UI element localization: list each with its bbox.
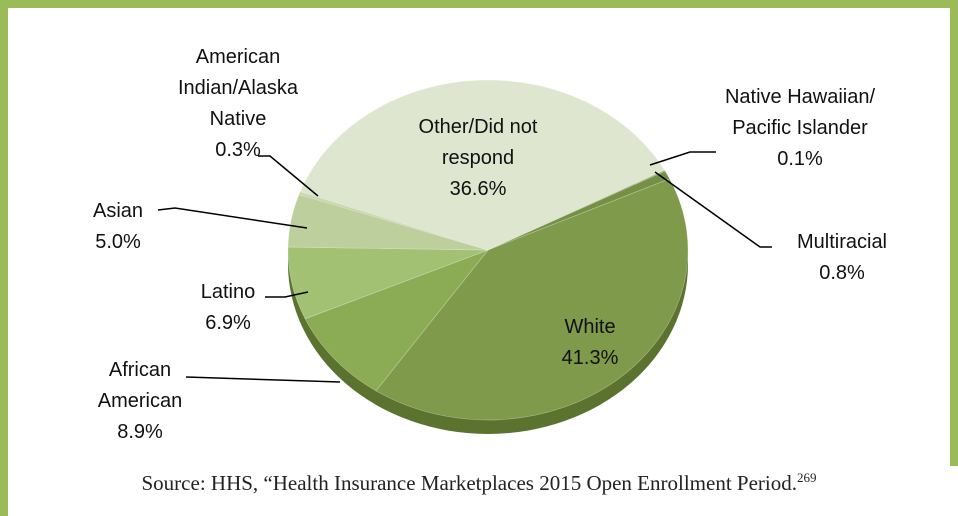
pie-slice <box>487 169 666 251</box>
source-text: Source: HHS, “Health Insurance Marketpla… <box>141 471 797 495</box>
value-label: 8.9% <box>117 421 163 443</box>
leader-line <box>185 376 341 383</box>
category-label: Multiracial <box>796 231 888 253</box>
pie-slice <box>487 170 671 251</box>
slice-label: White 41.3% <box>530 312 650 374</box>
category-label: White <box>564 316 616 338</box>
leader-line <box>265 291 309 298</box>
leader-line <box>654 171 772 248</box>
slice-label: Asian 5.0% <box>58 196 178 258</box>
pie <box>287 79 689 434</box>
leader-line <box>258 155 319 197</box>
value-label: 36.6% <box>449 178 507 200</box>
slice-label: Multiracial 0.8% <box>772 227 912 289</box>
leader-line <box>649 151 716 166</box>
value-label: 5.0% <box>95 231 141 253</box>
category-label: Other/Did not respond <box>418 116 538 169</box>
footnote-ref: 269 <box>796 470 817 485</box>
pie-slice <box>298 191 489 251</box>
category-label: American Indian/Alaska Native <box>177 46 299 130</box>
slice-label: Native Hawaiian/ Pacific Islander 0.1% <box>713 82 888 175</box>
slice-label: Latino 6.9% <box>168 277 288 339</box>
category-label: Asian <box>92 200 144 222</box>
pie-slice <box>299 79 666 251</box>
pie-slice <box>304 249 490 392</box>
value-label: 6.9% <box>205 312 251 334</box>
slice-label: American Indian/Alaska Native 0.3% <box>163 42 313 166</box>
slice-label: Other/Did not respond 36.6% <box>398 112 558 205</box>
category-label: Latino <box>200 281 256 303</box>
leader-lines <box>157 151 772 383</box>
value-label: 0.3% <box>215 139 261 161</box>
category-label: African American <box>97 359 183 412</box>
value-label: 0.1% <box>777 148 823 170</box>
slice-label: African American 8.9% <box>75 355 205 448</box>
value-label: 41.3% <box>561 347 619 369</box>
pie-slice <box>287 246 489 320</box>
value-label: 0.8% <box>819 262 865 284</box>
leader-line <box>157 207 308 229</box>
pie-slice <box>375 178 689 421</box>
source-note: Source: HHS, “Health Insurance Marketpla… <box>0 470 958 496</box>
pie-slice <box>287 194 489 251</box>
category-label: Native Hawaiian/ Pacific Islander <box>724 86 876 139</box>
